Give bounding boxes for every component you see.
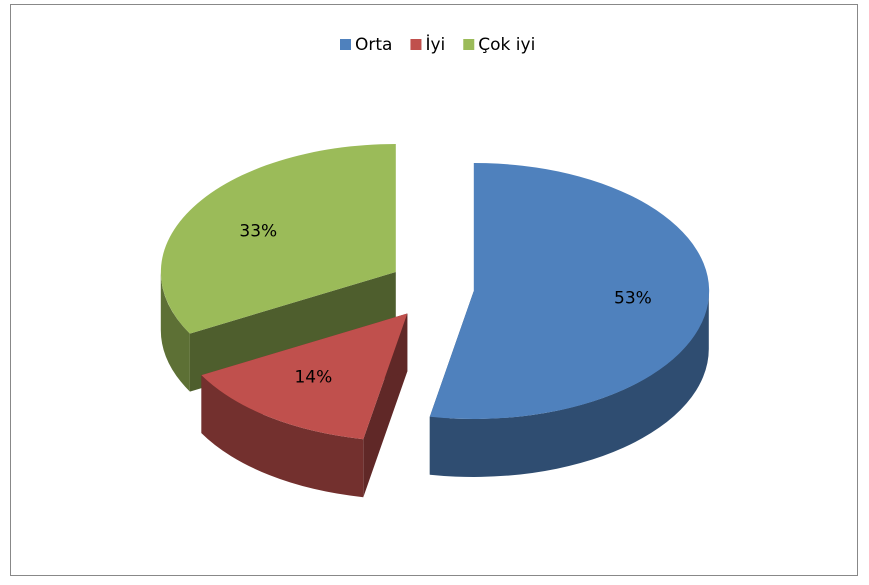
data-label: 14%	[294, 368, 332, 388]
data-label: 33%	[239, 222, 277, 242]
legend-label: Orta	[355, 35, 392, 55]
legend-label: İyi	[425, 34, 445, 55]
data-label: 53%	[614, 288, 652, 308]
slice: 53%	[429, 162, 710, 477]
slice-top	[429, 162, 710, 419]
legend-label: Çok iyi	[478, 35, 535, 55]
slice: 14%	[201, 313, 408, 498]
legend-swatch	[410, 39, 422, 50]
slice-outer-wall	[160, 272, 190, 392]
slice: 33%	[160, 144, 396, 392]
slice-outer-wall	[201, 375, 364, 498]
slice-top	[201, 313, 408, 440]
chart-frame	[10, 4, 858, 576]
legend-swatch	[340, 39, 351, 50]
slice-inner-wall	[189, 272, 396, 392]
legend-swatch	[463, 39, 475, 50]
slice-top	[160, 144, 396, 334]
slice-outer-wall	[429, 291, 709, 477]
